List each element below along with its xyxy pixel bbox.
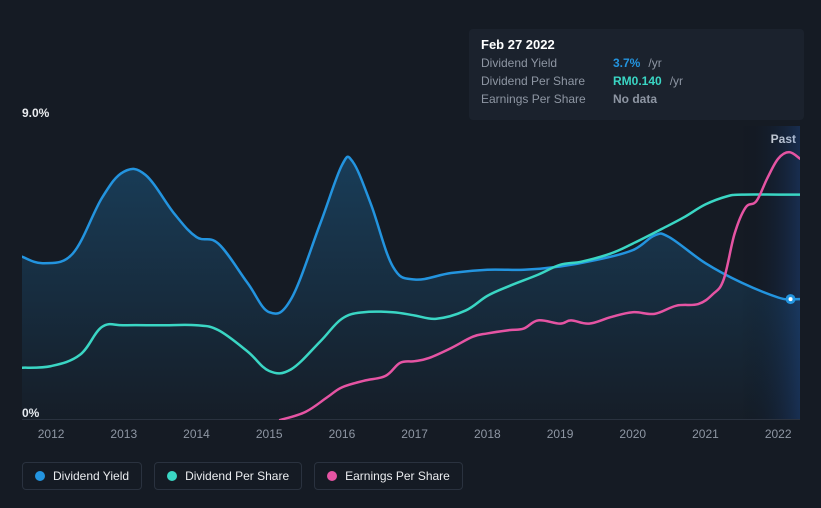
tooltip-row-value: No data [613, 92, 657, 106]
legend-dot-icon [327, 471, 337, 481]
legend-label: Dividend Per Share [185, 469, 289, 483]
legend-label: Earnings Per Share [345, 469, 450, 483]
tooltip-row: Dividend Yield 3.7% /yr [481, 56, 792, 74]
tooltip-rows: Dividend Yield 3.7% /yr Dividend Per Share R… [481, 56, 792, 110]
chart-svg[interactable] [22, 126, 800, 420]
x-axis-tick-label: 2022 [765, 427, 792, 441]
tooltip-row: Dividend Per Share RM0.140/yr [481, 74, 792, 92]
y-axis-max-label: 9.0% [22, 106, 49, 120]
tooltip-row-value: RM0.140 [613, 74, 662, 88]
legend-dot-icon [35, 471, 45, 481]
x-axis-tick-label: 2021 [692, 427, 719, 441]
tooltip-row-unit: /yr [648, 56, 661, 70]
tooltip-row-value: 3.7% [613, 56, 640, 70]
tooltip-row-label: Dividend Yield [481, 56, 607, 70]
tooltip-row-unit: /yr [670, 74, 683, 88]
tooltip-row: Earnings Per Share No data [481, 92, 792, 110]
x-axis-tick-label: 2020 [619, 427, 646, 441]
tooltip-row-label: Dividend Per Share [481, 74, 607, 88]
x-axis-tick-label: 2018 [474, 427, 501, 441]
tooltip-row-label: Earnings Per Share [481, 92, 607, 106]
legend-dot-icon [167, 471, 177, 481]
x-axis-tick-label: 2012 [38, 427, 65, 441]
legend: Dividend Yield Dividend Per Share Earnings… [22, 462, 463, 490]
chart-tooltip: Feb 27 2022 Dividend Yield3.7%/yrDividen… [469, 29, 804, 120]
x-axis-tick-label: 2016 [329, 427, 356, 441]
x-axis-labels: 2012 2013 2014 2015 2016 2017 2018 2019 2020 2021… [22, 427, 800, 443]
x-axis-tick-label: 2017 [401, 427, 428, 441]
chart-container: Feb 27 2022 Dividend Yield3.7%/yrDividen… [0, 0, 821, 508]
legend-item[interactable]: Earnings Per Share [314, 462, 463, 490]
legend-item[interactable]: Dividend Yield [22, 462, 142, 490]
tooltip-date: Feb 27 2022 [481, 37, 792, 52]
x-axis-tick-label: 2019 [547, 427, 574, 441]
x-axis-tick-label: 2013 [110, 427, 137, 441]
x-axis-tick-label: 2015 [256, 427, 283, 441]
legend-item[interactable]: Dividend Per Share [154, 462, 302, 490]
legend-label: Dividend Yield [53, 469, 129, 483]
x-axis-tick-label: 2014 [183, 427, 210, 441]
